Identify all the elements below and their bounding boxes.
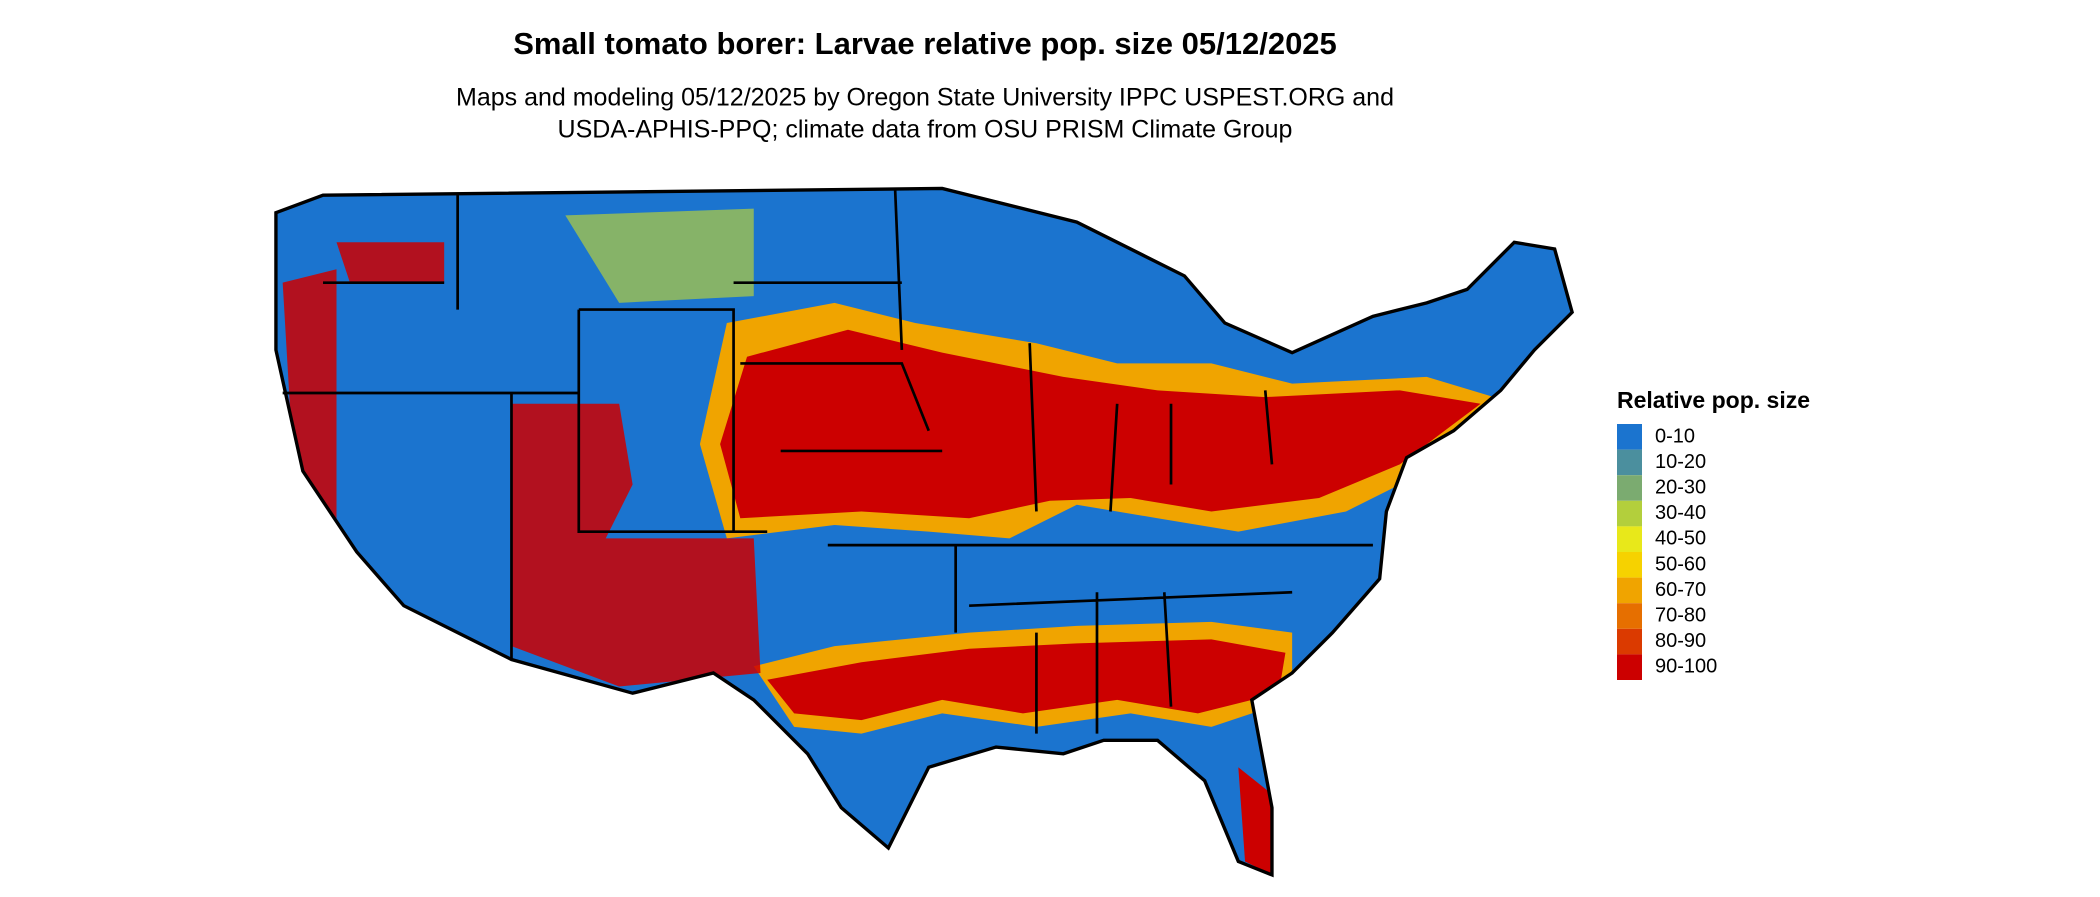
legend-swatch	[1617, 475, 1642, 501]
legend-swatch	[1617, 577, 1642, 604]
legend: Relative pop. size 0-10 10-20 20-30 30-40 40…	[1617, 387, 1810, 680]
legend-swatch	[1617, 552, 1642, 578]
map-title: Small tomato borer: Larvae relative pop.…	[513, 26, 1337, 61]
map-subtitle: Maps and modeling 05/12/2025 by Oregon S…	[456, 84, 1394, 112]
map-subtitle: USDA-APHIS-PPQ; climate data from OSU PR…	[558, 116, 1293, 144]
legend-label: 50-60	[1655, 553, 1706, 575]
legend-swatch	[1617, 603, 1642, 629]
legend-label: 80-90	[1655, 630, 1706, 652]
legend-swatch	[1617, 628, 1642, 655]
legend-label: 40-50	[1655, 528, 1706, 550]
legend-swatch	[1617, 449, 1642, 476]
legend-swatch	[1617, 654, 1642, 680]
us-map	[274, 186, 1575, 878]
legend-label: 70-80	[1655, 604, 1706, 626]
legend-title: Relative pop. size	[1617, 387, 1810, 413]
legend-label: 90-100	[1655, 656, 1717, 678]
legend-label: 20-30	[1655, 476, 1706, 498]
legend-label: 0-10	[1655, 425, 1695, 447]
legend-label: 30-40	[1655, 502, 1706, 524]
legend-swatch	[1617, 526, 1642, 552]
legend-swatch	[1617, 424, 1642, 450]
legend-label: 10-20	[1655, 451, 1706, 473]
legend-swatch	[1617, 500, 1642, 527]
legend-label: 60-70	[1655, 579, 1706, 601]
